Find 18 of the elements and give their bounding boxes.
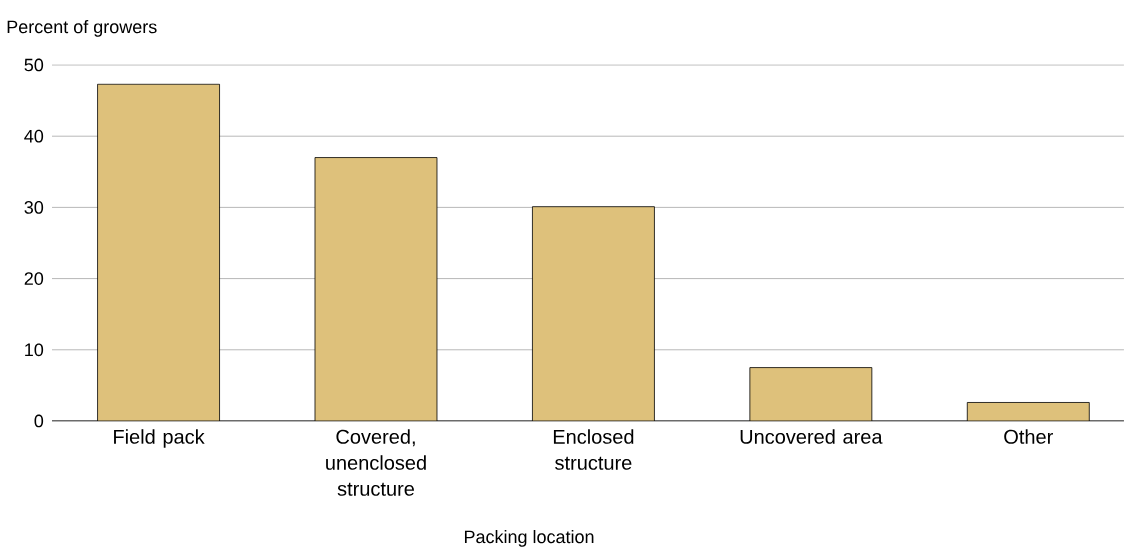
bar [966, 402, 1090, 421]
y-tick-label: 20 [24, 272, 44, 285]
bar [749, 367, 872, 421]
y-tick-label: 10 [25, 343, 44, 357]
y-tick-label: 40 [24, 129, 44, 143]
x-tick-label: Other [1004, 429, 1053, 444]
bar [97, 84, 220, 421]
x-axis-title: Packing location [464, 530, 594, 547]
bar [314, 157, 437, 421]
y-tick-label: 50 [24, 58, 44, 72]
x-tick-label: Uncovered area [740, 429, 883, 444]
y-tick-label: 30 [24, 201, 44, 214]
bar [532, 206, 655, 421]
x-tick-label: Covered, unenclosed structure [326, 429, 426, 496]
x-tick-label: Field pack [114, 429, 205, 448]
y-tick-label: 0 [34, 414, 44, 428]
x-tick-label: Enclosed structure [553, 429, 634, 470]
y-axis-title: Percent of growers [7, 20, 157, 37]
